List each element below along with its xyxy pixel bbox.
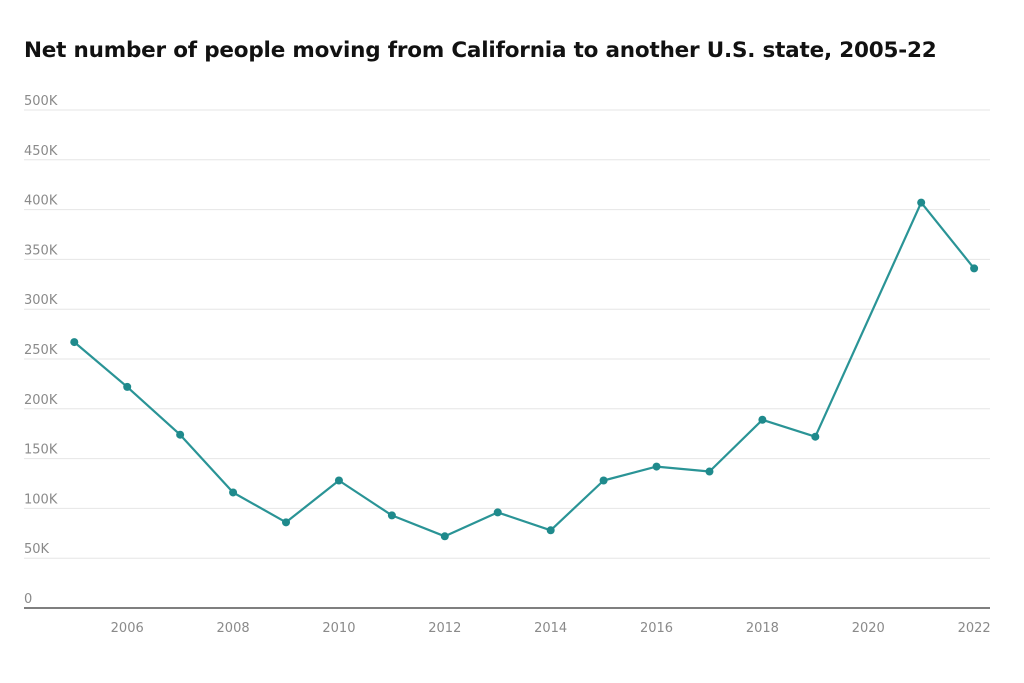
data-point-2014[interactable] <box>546 526 555 535</box>
data-point-2006[interactable] <box>123 382 132 391</box>
data-point-2009[interactable] <box>282 518 291 527</box>
x-axis-tick-labels: 2006 2008 2010 2012 2014 2016 2018 2020 2022 <box>111 621 991 636</box>
y-tick-label: 500K <box>24 94 58 109</box>
y-tick-label: 450K <box>24 144 58 159</box>
x-tick-label: 2014 <box>534 621 567 636</box>
y-tick-label: 350K <box>24 243 58 258</box>
data-point-2022[interactable] <box>970 264 979 273</box>
y-tick-label: 100K <box>24 492 58 507</box>
data-point-2011[interactable] <box>387 511 396 520</box>
y-tick-label: 50K <box>24 542 50 557</box>
y-axis-tick-labels: 0 50K 100K 150K 200K 250K 300K 350K 400K 450K 500K <box>24 94 58 607</box>
data-point-2012[interactable] <box>440 532 449 541</box>
series-line <box>73 201 976 538</box>
data-point-2016[interactable] <box>652 462 661 471</box>
data-point-2017[interactable] <box>705 467 714 476</box>
data-point-2007[interactable] <box>176 430 185 439</box>
data-point-2019[interactable] <box>811 432 820 441</box>
x-tick-label: 2006 <box>111 621 144 636</box>
x-tick-label: 2020 <box>852 621 885 636</box>
x-tick-label: 2012 <box>428 621 461 636</box>
x-tick-label: 2022 <box>958 621 991 636</box>
chart-title: Net number of people moving from Califor… <box>24 38 937 63</box>
y-tick-label: 200K <box>24 393 58 408</box>
x-tick-label: 2008 <box>217 621 250 636</box>
data-series <box>70 198 979 541</box>
x-tick-label: 2010 <box>322 621 355 636</box>
y-tick-label: 0 <box>24 592 32 607</box>
y-tick-label: 150K <box>24 443 58 458</box>
data-point-2005[interactable] <box>70 338 79 347</box>
data-point-2013[interactable] <box>493 508 502 517</box>
x-tick-label: 2016 <box>640 621 673 636</box>
data-point-2018[interactable] <box>758 415 767 424</box>
y-tick-label: 300K <box>24 293 58 308</box>
data-point-2008[interactable] <box>229 488 238 497</box>
x-tick-label: 2018 <box>746 621 779 636</box>
data-point-2015[interactable] <box>599 476 608 485</box>
data-point-2010[interactable] <box>334 476 343 485</box>
gridlines <box>24 109 990 559</box>
data-point-2021[interactable] <box>917 198 926 207</box>
y-tick-label: 400K <box>24 194 58 209</box>
y-tick-label: 250K <box>24 343 58 358</box>
